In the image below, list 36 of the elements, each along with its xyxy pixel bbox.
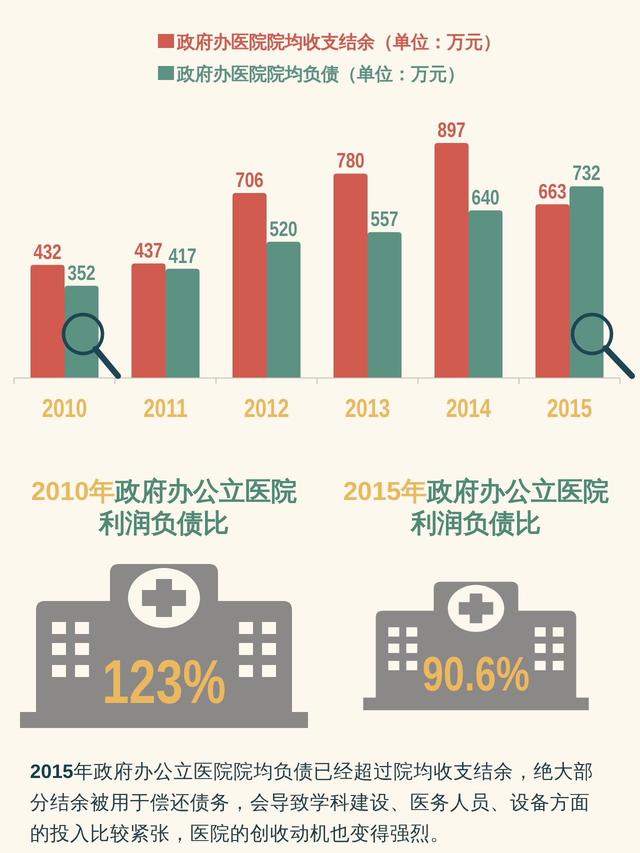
data-label: 732 [572, 162, 601, 186]
x-tick-label: 2014 [446, 394, 492, 423]
data-label: 557 [370, 208, 399, 232]
data-label: 352 [67, 262, 96, 286]
bar [166, 268, 200, 378]
bar [334, 174, 368, 378]
bar [266, 242, 300, 378]
bar [30, 264, 64, 378]
x-tick-label: 2013 [344, 394, 390, 423]
data-label: 437 [134, 240, 163, 264]
data-label: 640 [471, 186, 500, 210]
data-label: 663 [538, 180, 567, 204]
bar [434, 143, 468, 378]
data-label: 123% [102, 647, 226, 716]
x-tick-label: 2012 [244, 394, 290, 423]
data-label: 897 [437, 119, 466, 143]
legend-label: 政府办医院院均负债（单位：万元） [176, 64, 465, 84]
bar [536, 204, 570, 378]
text: 2010年政府办公立医院利润负债比 [31, 476, 297, 538]
data-label: 417 [168, 245, 197, 268]
data-label: 706 [235, 169, 264, 193]
data-label: 520 [269, 218, 298, 242]
x-tick-label: 2010 [42, 394, 88, 423]
text: 2015年政府办公立医院院均负债已经超过院均收支结余，绝大部分结余被用于偿还债务，会导致学科建设、医务人员、设备方面的投入比较紧张，医院的创收动机也变得强烈。 [30, 761, 594, 845]
bar [570, 186, 604, 378]
x-tick-label: 2011 [144, 394, 188, 423]
text: 2015年政府办公立医院利润负债比 [343, 476, 609, 538]
bar [368, 232, 402, 378]
bar [132, 264, 166, 378]
data-label: 780 [336, 150, 365, 174]
bar [232, 193, 266, 378]
data-label: 90.6% [422, 648, 530, 702]
x-tick-label: 2015 [546, 394, 592, 423]
bar [468, 210, 502, 378]
data-label: 432 [33, 241, 62, 264]
legend-label: 政府办医院院均收支结余（单位：万元） [176, 32, 501, 52]
